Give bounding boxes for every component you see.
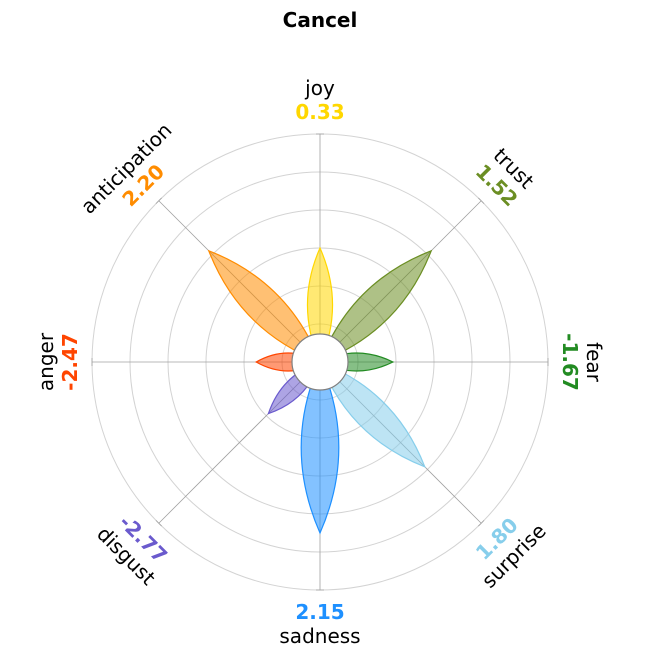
petal-joy <box>306 246 334 364</box>
petal-anticipation <box>207 249 322 364</box>
petal-trust <box>318 249 433 364</box>
chart-title: Cancel <box>283 8 358 32</box>
emotion-label-sadness: sadness <box>279 624 360 648</box>
petal-sadness <box>300 360 340 535</box>
emotion-label-fear: fear <box>582 342 606 383</box>
spoke-tick <box>478 197 485 204</box>
spoke-tick <box>478 520 485 527</box>
center-circle <box>291 333 349 391</box>
value-label-fear: -1.67 <box>558 333 582 391</box>
value-label-sadness: 2.15 <box>295 600 344 624</box>
value-label-joy: 0.33 <box>295 100 344 124</box>
value-label-anger: -2.47 <box>58 333 82 391</box>
spoke-tick <box>155 197 162 204</box>
emotion-label-joy: joy <box>304 76 335 100</box>
spoke-tick <box>155 520 162 527</box>
petal-surprise <box>318 360 426 468</box>
emotion-label-anger: anger <box>34 332 58 391</box>
